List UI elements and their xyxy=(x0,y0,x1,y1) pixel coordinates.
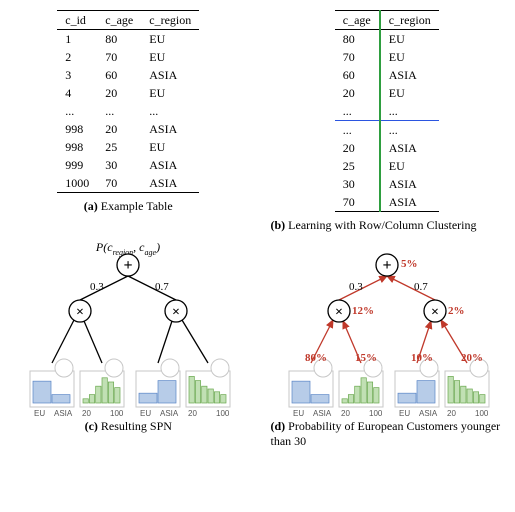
svg-text:0.7: 0.7 xyxy=(155,281,169,293)
table-cell: 80 xyxy=(335,30,380,49)
col-cage: c_age xyxy=(97,11,141,30)
col-cid: c_id xyxy=(57,11,97,30)
svg-text:ASIA: ASIA xyxy=(54,409,73,418)
svg-text:5%: 5% xyxy=(401,258,418,270)
caption-b: (b) Learning with Row/Column Clustering xyxy=(267,218,508,233)
table-cell: 1000 xyxy=(57,174,97,193)
table-cell: 60 xyxy=(335,66,380,84)
svg-text:ASIA: ASIA xyxy=(313,409,332,418)
svg-text:×: × xyxy=(172,305,180,320)
svg-text:ASIA: ASIA xyxy=(419,409,438,418)
row-tables: c_id c_age c_region 180EU270EU360ASIA420… xyxy=(8,10,507,233)
table-cell: 70 xyxy=(335,193,380,212)
panel-d: 0.3 0.7 + × × 5% 12% 2% EU ASIA 80% 20 100 15% EU ASIA 1… xyxy=(267,243,508,449)
svg-text:+: + xyxy=(124,257,133,274)
svg-text:15%: 15% xyxy=(355,352,377,364)
svg-text:×: × xyxy=(335,305,343,320)
panel-b: c_age c_region 80EU70EU60ASIA20EU.......… xyxy=(267,10,508,233)
svg-text:EU: EU xyxy=(34,409,45,418)
svg-text:12%: 12% xyxy=(352,305,374,317)
table-cell: 70 xyxy=(335,48,380,66)
table-cell: 20 xyxy=(335,84,380,102)
table-cell: EU xyxy=(141,30,199,49)
table-cell: ... xyxy=(380,121,439,140)
svg-text:2%: 2% xyxy=(448,305,465,317)
table-cell: EU xyxy=(141,48,199,66)
table-cell: 25 xyxy=(97,138,141,156)
colb-cage: c_age xyxy=(335,11,380,30)
colb-cregion: c_region xyxy=(380,11,439,30)
table-cell: 998 xyxy=(57,138,97,156)
svg-text:0.7: 0.7 xyxy=(414,281,428,293)
table-cell: 80 xyxy=(97,30,141,49)
svg-text:20: 20 xyxy=(447,409,456,418)
table-cell: 60 xyxy=(97,66,141,84)
svg-text:20: 20 xyxy=(82,409,91,418)
table-cell: EU xyxy=(141,138,199,156)
table-cell: EU xyxy=(380,84,439,102)
table-cell: 70 xyxy=(97,48,141,66)
table-cell: ASIA xyxy=(380,193,439,212)
table-cell: ASIA xyxy=(141,156,199,174)
table-cell: ASIA xyxy=(380,139,439,157)
row-spn: 0.30.7P(cregion, cage)+××EUASIA20100EUAS… xyxy=(8,243,507,449)
svg-text:0.3: 0.3 xyxy=(90,281,104,293)
svg-text:10%: 10% xyxy=(411,352,433,364)
table-cell: 30 xyxy=(97,156,141,174)
table-cell: ... xyxy=(57,102,97,120)
svg-text:100: 100 xyxy=(216,409,230,418)
svg-text:+: + xyxy=(382,257,391,274)
table-cell: EU xyxy=(141,84,199,102)
table-cell: 998 xyxy=(57,120,97,138)
table-cell: 3 xyxy=(57,66,97,84)
table-cell: ASIA xyxy=(380,175,439,193)
svg-text:20: 20 xyxy=(188,409,197,418)
table-cell: 999 xyxy=(57,156,97,174)
cluster-table: c_age c_region 80EU70EU60ASIA20EU.......… xyxy=(335,10,439,212)
panel-c: 0.30.7P(cregion, cage)+××EUASIA20100EUAS… xyxy=(8,243,249,449)
svg-text:EU: EU xyxy=(293,409,304,418)
table-cell: 20 xyxy=(97,120,141,138)
table-cell: 70 xyxy=(97,174,141,193)
svg-text:80%: 80% xyxy=(305,352,327,364)
table-cell: ASIA xyxy=(141,174,199,193)
svg-text:100: 100 xyxy=(110,409,124,418)
table-cell: ... xyxy=(97,102,141,120)
example-table: c_id c_age c_region 180EU270EU360ASIA420… xyxy=(57,10,199,193)
svg-text:20%: 20% xyxy=(461,352,483,364)
caption-c: (c) Resulting SPN xyxy=(81,419,176,434)
table-cell: EU xyxy=(380,30,439,49)
table-cell: 30 xyxy=(335,175,380,193)
table-cell: 20 xyxy=(335,139,380,157)
table-cell: 20 xyxy=(97,84,141,102)
caption-d: (d) Probability of European Customers yo… xyxy=(267,419,508,449)
table-cell: EU xyxy=(380,157,439,175)
svg-text:EU: EU xyxy=(399,409,410,418)
svg-text:100: 100 xyxy=(369,409,383,418)
table-cell: ... xyxy=(380,102,439,121)
spn-d: 0.30.7+××5%12%2%EUASIA80%2010015%EUASIA1… xyxy=(267,243,507,413)
svg-text:20: 20 xyxy=(341,409,350,418)
svg-text:×: × xyxy=(431,305,439,320)
table-cell: 2 xyxy=(57,48,97,66)
table-cell: 25 xyxy=(335,157,380,175)
table-cell: ASIA xyxy=(141,120,199,138)
table-cell: EU xyxy=(380,48,439,66)
table-cell: ASIA xyxy=(380,66,439,84)
panel-a: c_id c_age c_region 180EU270EU360ASIA420… xyxy=(8,10,249,233)
table-cell: ... xyxy=(335,121,380,140)
svg-text:EU: EU xyxy=(140,409,151,418)
caption-a: (a) Example Table xyxy=(80,199,177,214)
svg-text:0.3: 0.3 xyxy=(349,281,363,293)
table-cell: 1 xyxy=(57,30,97,49)
svg-text:×: × xyxy=(76,305,84,320)
table-cell: 4 xyxy=(57,84,97,102)
spn-c: 0.30.7P(cregion, cage)+××EUASIA20100EUAS… xyxy=(8,243,248,413)
svg-text:100: 100 xyxy=(475,409,489,418)
col-cregion: c_region xyxy=(141,11,199,30)
svg-text:ASIA: ASIA xyxy=(160,409,179,418)
table-cell: ... xyxy=(141,102,199,120)
table-cell: ASIA xyxy=(141,66,199,84)
table-cell: ... xyxy=(335,102,380,121)
